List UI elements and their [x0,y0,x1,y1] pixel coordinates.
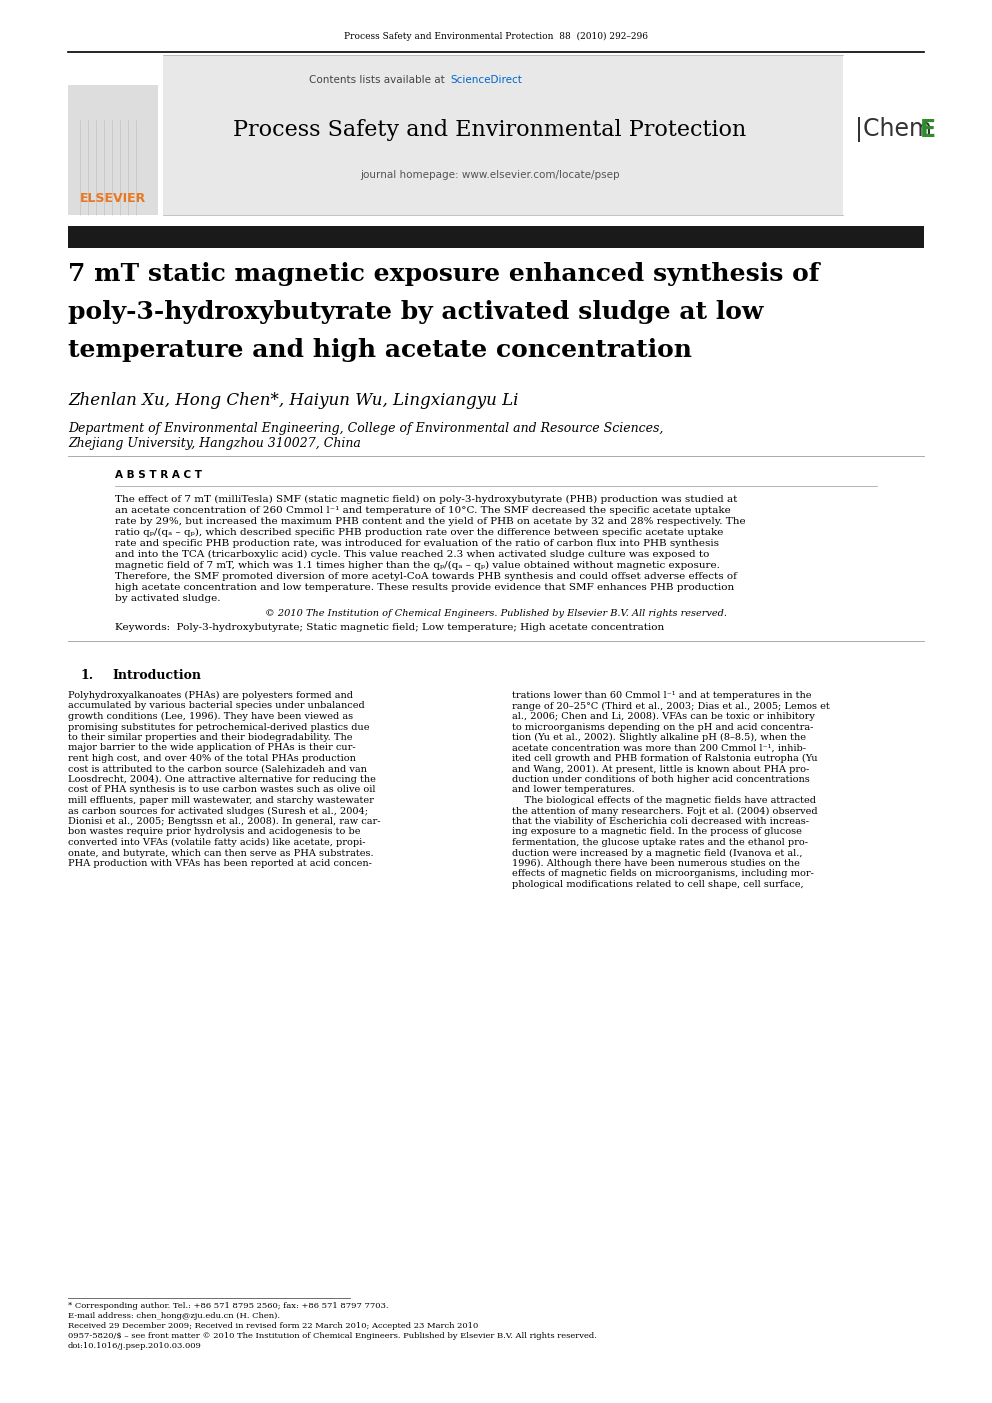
Text: that the viability of Escherichia coli decreased with increas-: that the viability of Escherichia coli d… [512,817,809,826]
Text: Keywords:  Poly-3-hydroxybutyrate; Static magnetic field; Low temperature; High : Keywords: Poly-3-hydroxybutyrate; Static… [115,623,665,631]
Text: to microorganisms depending on the pH and acid concentra-: to microorganisms depending on the pH an… [512,723,813,731]
Text: tion (Yu et al., 2002). Slightly alkaline pH (8–8.5), when the: tion (Yu et al., 2002). Slightly alkalin… [512,732,806,742]
Text: and lower temperatures.: and lower temperatures. [512,786,635,794]
Text: 0957-5820/$ – see front matter © 2010 The Institution of Chemical Engineers. Pub: 0957-5820/$ – see front matter © 2010 Th… [68,1331,597,1340]
Text: Zhenlan Xu, Hong Chen*, Haiyun Wu, Lingxiangyu Li: Zhenlan Xu, Hong Chen*, Haiyun Wu, Lingx… [68,391,519,410]
Text: Contents lists available at: Contents lists available at [309,74,448,86]
Text: mill effluents, paper mill wastewater, and starchy wastewater: mill effluents, paper mill wastewater, a… [68,796,374,805]
Text: converted into VFAs (volatile fatty acids) like acetate, propi-: converted into VFAs (volatile fatty acid… [68,838,365,847]
Text: © 2010 The Institution of Chemical Engineers. Published by Elsevier B.V. All rig: © 2010 The Institution of Chemical Engin… [265,609,727,617]
Text: Loosdrecht, 2004). One attractive alternative for reducing the: Loosdrecht, 2004). One attractive altern… [68,774,376,784]
Text: E-mail address: chen_hong@zju.edu.cn (H. Chen).: E-mail address: chen_hong@zju.edu.cn (H.… [68,1312,280,1320]
Text: effects of magnetic fields on microorganisms, including mor-: effects of magnetic fields on microorgan… [512,870,813,878]
Text: ELSEVIER: ELSEVIER [80,192,146,205]
Text: magnetic field of 7 mT, which was 1.1 times higher than the qₚ/(qₐ – qₚ) value o: magnetic field of 7 mT, which was 1.1 ti… [115,561,720,570]
Text: duction were increased by a magnetic field (Ivanova et al.,: duction were increased by a magnetic fie… [512,849,803,857]
Text: doi:10.1016/j.psep.2010.03.009: doi:10.1016/j.psep.2010.03.009 [68,1343,202,1350]
Text: Received 29 December 2009; Received in revised form 22 March 2010; Accepted 23 M: Received 29 December 2009; Received in r… [68,1322,478,1330]
Text: phological modifications related to cell shape, cell surface,: phological modifications related to cell… [512,880,804,890]
Text: Process Safety and Environmental Protection: Process Safety and Environmental Protect… [233,119,747,140]
Text: promising substitutes for petrochemical-derived plastics due: promising substitutes for petrochemical-… [68,723,369,731]
Text: fermentation, the glucose uptake rates and the ethanol pro-: fermentation, the glucose uptake rates a… [512,838,808,847]
Text: * Corresponding author. Tel.: +86 571 8795 2560; fax: +86 571 8797 7703.: * Corresponding author. Tel.: +86 571 87… [68,1302,389,1310]
Text: and into the TCA (tricarboxylic acid) cycle. This value reached 2.3 when activat: and into the TCA (tricarboxylic acid) cy… [115,550,709,560]
Text: ratio qₚ/(qₐ – qₚ), which described specific PHB production rate over the differ: ratio qₚ/(qₐ – qₚ), which described spec… [115,528,723,537]
Text: al., 2006; Chen and Li, 2008). VFAs can be toxic or inhibitory: al., 2006; Chen and Li, 2008). VFAs can … [512,711,814,721]
Text: 1996). Although there have been numerous studies on the: 1996). Although there have been numerous… [512,859,800,868]
Text: Department of Environmental Engineering, College of Environmental and Resource S: Department of Environmental Engineering,… [68,422,664,435]
Text: acetate concentration was more than 200 Cmmol l⁻¹, inhib-: acetate concentration was more than 200 … [512,744,806,752]
Text: 7 mT static magnetic exposure enhanced synthesis of: 7 mT static magnetic exposure enhanced s… [68,262,819,286]
Text: ScienceDirect: ScienceDirect [450,74,522,86]
Text: The biological effects of the magnetic fields have attracted: The biological effects of the magnetic f… [512,796,816,805]
Text: rate by 29%, but increased the maximum PHB content and the yield of PHB on aceta: rate by 29%, but increased the maximum P… [115,516,746,526]
Text: |Chem: |Chem [855,118,932,143]
Text: high acetate concentration and low temperature. These results provide evidence t: high acetate concentration and low tempe… [115,584,734,592]
Text: growth conditions (Lee, 1996). They have been viewed as: growth conditions (Lee, 1996). They have… [68,711,353,721]
Text: Process Safety and Environmental Protection  88  (2010) 292–296: Process Safety and Environmental Protect… [344,31,648,41]
Text: range of 20–25°C (Third et al., 2003; Dias et al., 2005; Lemos et: range of 20–25°C (Third et al., 2003; Di… [512,702,829,711]
Text: journal homepage: www.elsevier.com/locate/psep: journal homepage: www.elsevier.com/locat… [360,170,620,180]
Text: Polyhydroxyalkanoates (PHAs) are polyesters formed and: Polyhydroxyalkanoates (PHAs) are polyest… [68,692,353,700]
Text: Introduction: Introduction [112,669,201,682]
Text: temperature and high acetate concentration: temperature and high acetate concentrati… [68,338,692,362]
Text: ited cell growth and PHB formation of Ralstonia eutropha (Yu: ited cell growth and PHB formation of Ra… [512,753,817,763]
Text: PHA production with VFAs has been reported at acid concen-: PHA production with VFAs has been report… [68,859,372,868]
Text: duction under conditions of both higher acid concentrations: duction under conditions of both higher … [512,774,809,784]
Text: the attention of many researchers. Fojt et al. (2004) observed: the attention of many researchers. Fojt … [512,807,817,815]
Text: and Wang, 2001). At present, little is known about PHA pro-: and Wang, 2001). At present, little is k… [512,765,809,773]
Text: to their similar properties and their biodegradability. The: to their similar properties and their bi… [68,732,352,742]
Text: ing exposure to a magnetic field. In the process of glucose: ing exposure to a magnetic field. In the… [512,828,802,836]
Text: rate and specific PHB production rate, was introduced for evaluation of the rati: rate and specific PHB production rate, w… [115,539,719,549]
Text: accumulated by various bacterial species under unbalanced: accumulated by various bacterial species… [68,702,365,710]
Text: cost of PHA synthesis is to use carbon wastes such as olive oil: cost of PHA synthesis is to use carbon w… [68,786,376,794]
FancyBboxPatch shape [163,55,843,215]
Text: E: E [920,118,936,142]
Text: onate, and butyrate, which can then serve as PHA substrates.: onate, and butyrate, which can then serv… [68,849,374,857]
FancyBboxPatch shape [68,226,924,248]
Text: bon wastes require prior hydrolysis and acidogenesis to be: bon wastes require prior hydrolysis and … [68,828,360,836]
Text: A B S T R A C T: A B S T R A C T [115,470,202,480]
Text: major barrier to the wide application of PHAs is their cur-: major barrier to the wide application of… [68,744,355,752]
Text: an acetate concentration of 260 Cmmol l⁻¹ and temperature of 10°C. The SMF decre: an acetate concentration of 260 Cmmol l⁻… [115,506,731,515]
FancyBboxPatch shape [68,86,158,215]
Text: cost is attributed to the carbon source (Salehizadeh and van: cost is attributed to the carbon source … [68,765,367,773]
Text: Therefore, the SMF promoted diversion of more acetyl-CoA towards PHB synthesis a: Therefore, the SMF promoted diversion of… [115,572,737,581]
Text: trations lower than 60 Cmmol l⁻¹ and at temperatures in the: trations lower than 60 Cmmol l⁻¹ and at … [512,692,811,700]
Text: 1.: 1. [80,669,93,682]
Text: Zhejiang University, Hangzhou 310027, China: Zhejiang University, Hangzhou 310027, Ch… [68,436,361,450]
Text: as carbon sources for activated sludges (Suresh et al., 2004;: as carbon sources for activated sludges … [68,807,368,815]
Text: rent high cost, and over 40% of the total PHAs production: rent high cost, and over 40% of the tota… [68,753,356,763]
Text: by activated sludge.: by activated sludge. [115,593,220,603]
Text: poly-3-hydroxybutyrate by activated sludge at low: poly-3-hydroxybutyrate by activated slud… [68,300,764,324]
Text: The effect of 7 mT (milliTesla) SMF (static magnetic field) on poly-3-hydroxybut: The effect of 7 mT (milliTesla) SMF (sta… [115,495,737,504]
Text: Dionisi et al., 2005; Bengtssn et al., 2008). In general, raw car-: Dionisi et al., 2005; Bengtssn et al., 2… [68,817,381,826]
